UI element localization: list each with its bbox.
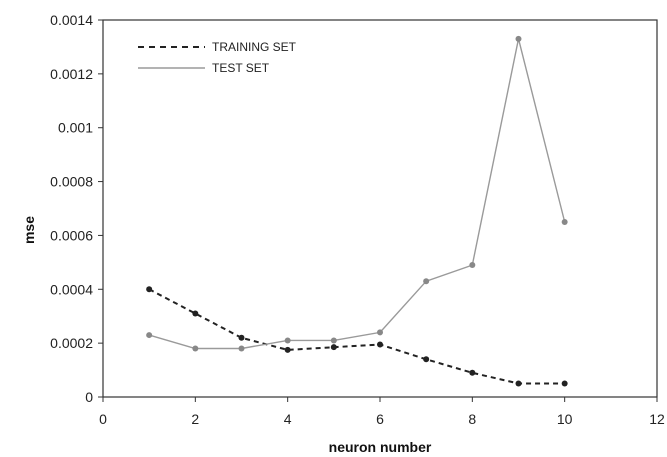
y-tick-label: 0.0014 — [50, 12, 93, 28]
plot-area — [102, 19, 658, 398]
y-tick-label: 0.001 — [58, 120, 93, 136]
x-tick-label: 8 — [468, 411, 476, 427]
x-tick-label: 6 — [376, 411, 384, 427]
training-set-line — [148, 288, 565, 385]
x-axis-label: neuron number — [329, 439, 432, 455]
test-set-point — [515, 35, 522, 42]
series-layer — [146, 35, 568, 387]
training-set-point — [515, 380, 522, 387]
test-set-point — [238, 345, 245, 352]
x-tick-label: 4 — [284, 411, 292, 427]
training-set-point — [238, 334, 245, 341]
test-set-point — [330, 337, 337, 344]
training-set-point — [423, 356, 430, 363]
legend-label: TRAINING SET — [212, 40, 297, 54]
training-set-point — [192, 310, 199, 317]
y-tick-label: 0.0006 — [50, 227, 93, 243]
test-set-point — [561, 218, 568, 225]
test-set-line — [149, 38, 566, 350]
y-tick-label: 0.0008 — [50, 174, 93, 190]
y-axis-label: mse — [21, 216, 37, 244]
y-tick-label: 0.0012 — [50, 66, 93, 82]
plot-border — [102, 19, 658, 398]
x-axis: 0 2 4 6 8 10 12 — [99, 397, 665, 427]
test-set-point — [423, 278, 430, 285]
training-set-point — [469, 369, 476, 376]
y-tick-label: 0 — [85, 389, 93, 405]
training-set-point — [330, 344, 337, 351]
legend-label: TEST SET — [212, 61, 270, 75]
test-set-point — [192, 345, 199, 352]
y-tick-label: 0.0002 — [50, 335, 93, 351]
training-set-point — [146, 286, 153, 293]
x-tick-label: 0 — [99, 411, 107, 427]
x-tick-label: 2 — [191, 411, 199, 427]
y-tick-label: 0.0004 — [50, 281, 93, 297]
test-set-point — [146, 332, 153, 339]
training-set-point — [561, 380, 568, 387]
x-tick-label: 10 — [557, 411, 573, 427]
training-set-point — [377, 341, 383, 348]
legend: TRAINING SET TEST SET — [138, 40, 297, 75]
training-set-point — [284, 346, 291, 353]
x-tick-label: 12 — [649, 411, 665, 427]
test-set-point — [284, 337, 291, 344]
test-set-point — [377, 329, 383, 336]
test-set-point — [469, 262, 476, 269]
y-axis: 0 0.0002 0.0004 0.0006 0.0008 0.001 0.0012 0.00… — [50, 12, 103, 405]
